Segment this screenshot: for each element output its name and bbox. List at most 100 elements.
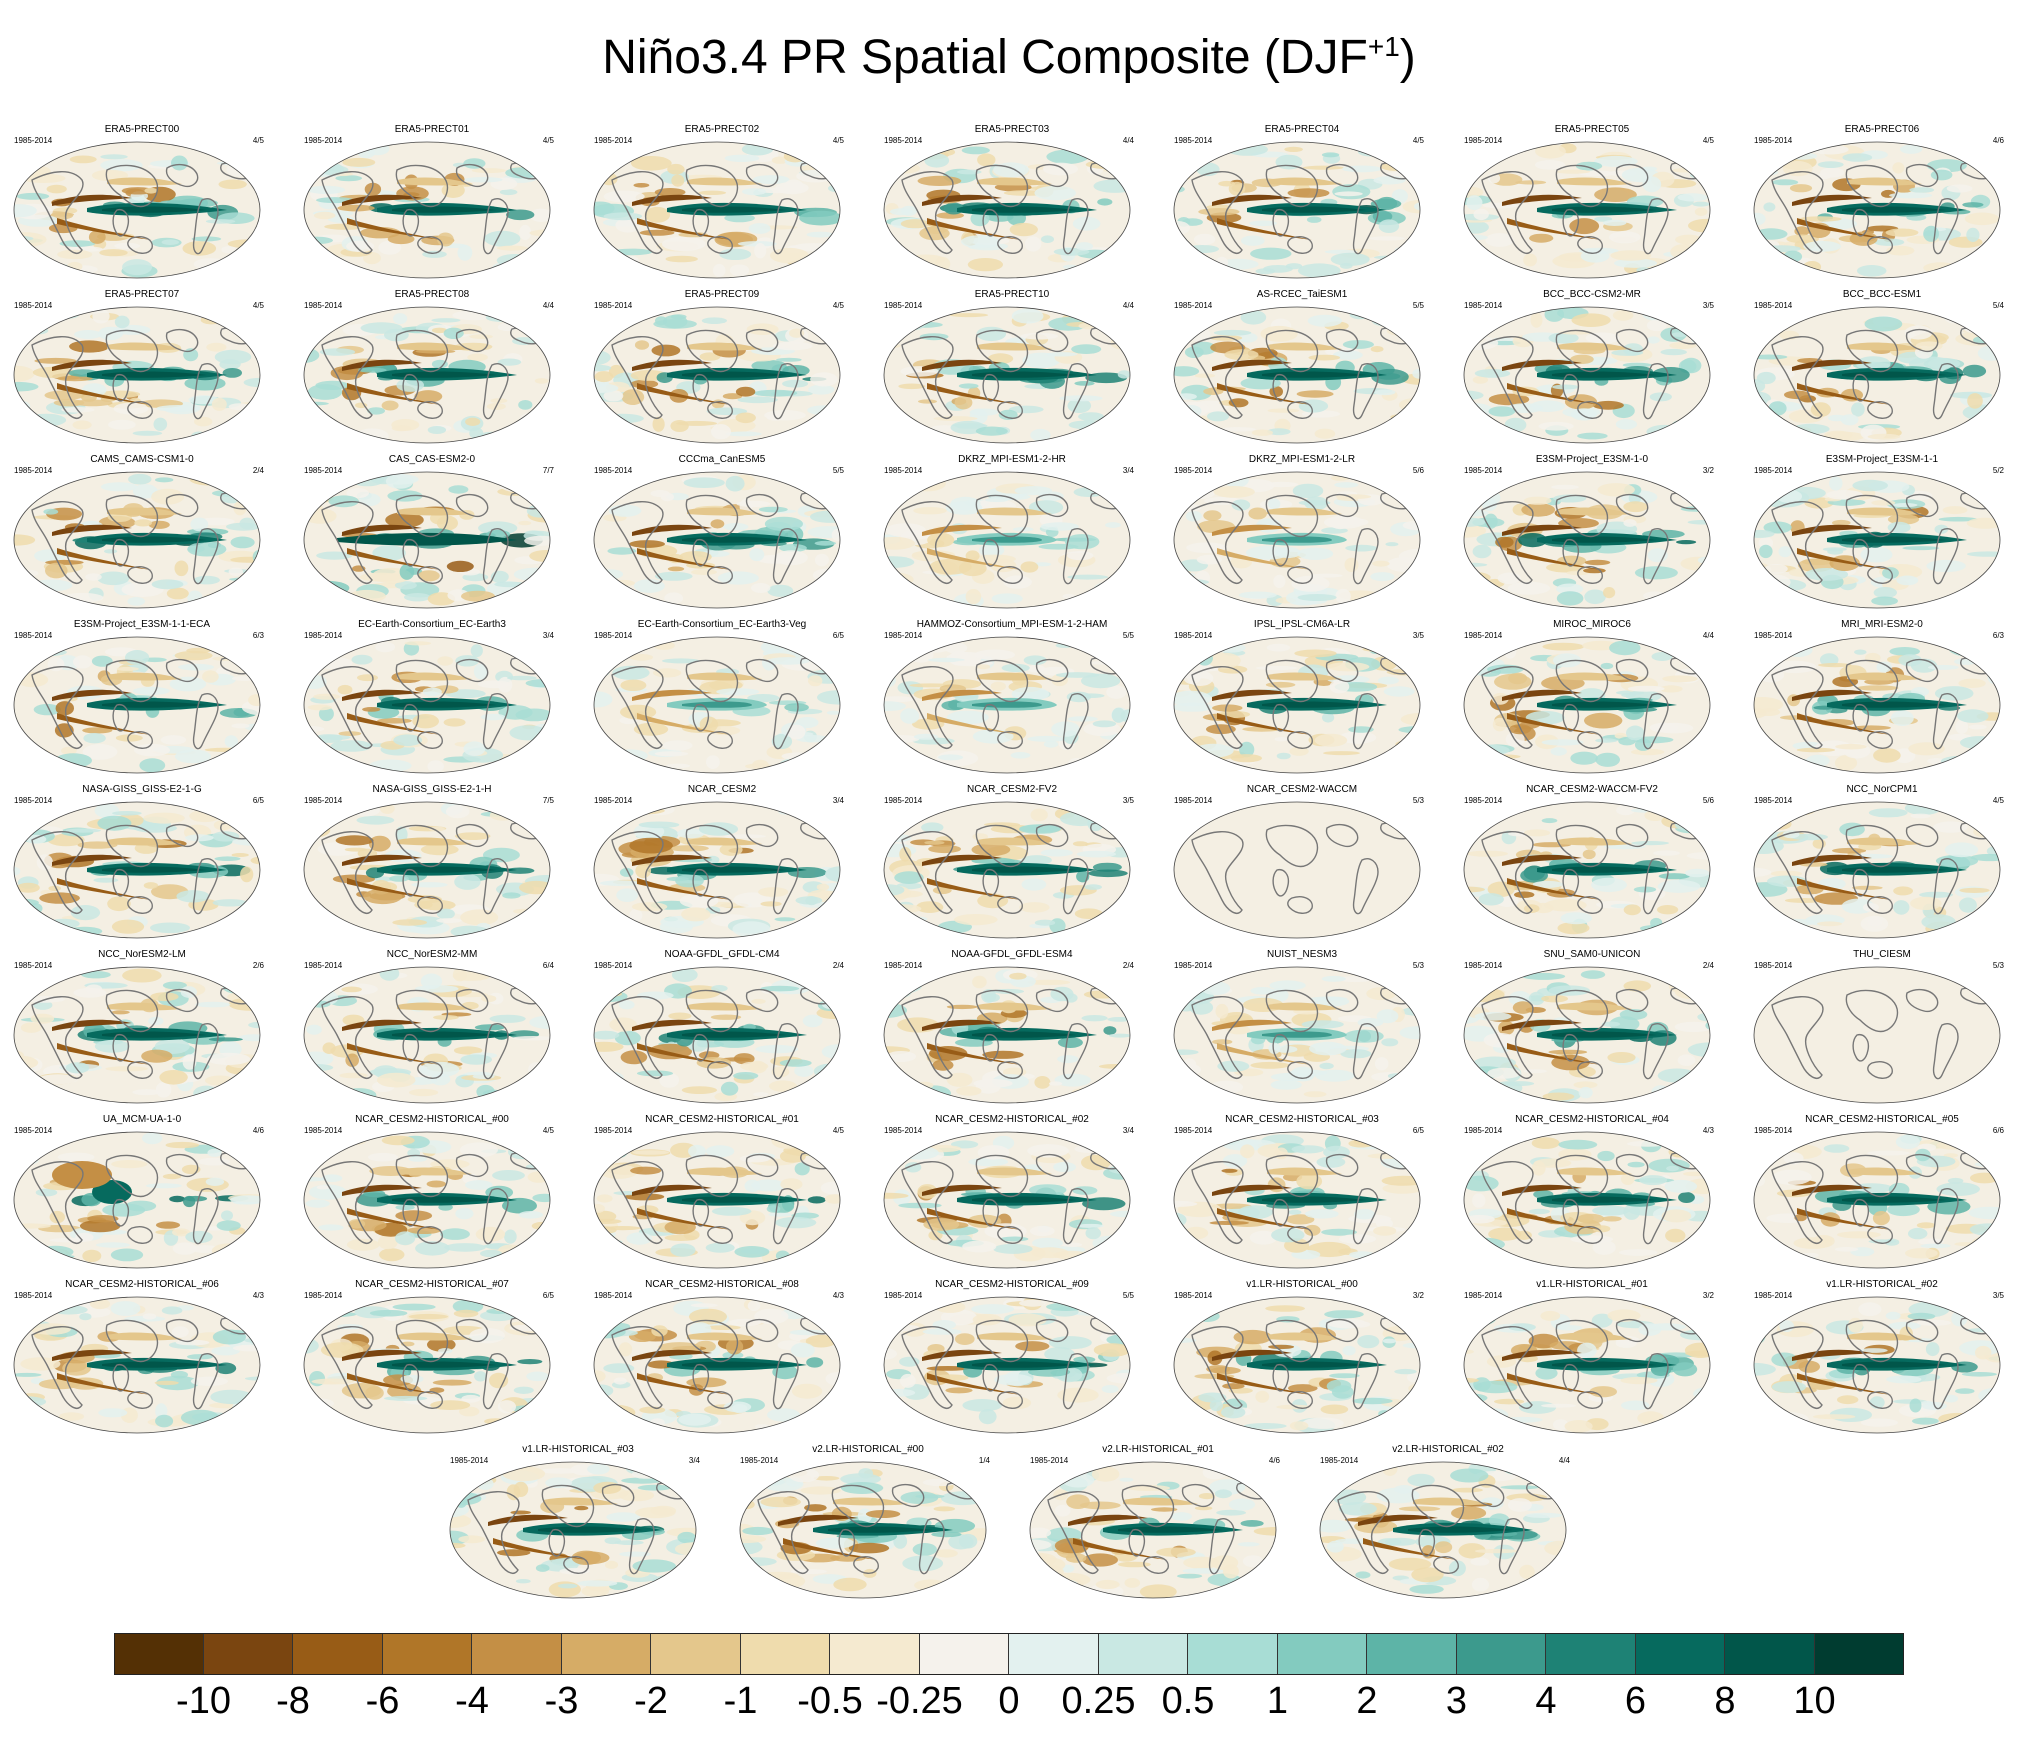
map-field	[594, 1132, 840, 1268]
panel-period: 1985-2014	[1754, 136, 1793, 145]
panel-period: 1985-2014	[1320, 1456, 1359, 1465]
map-panel: NCAR_CESM2 1985-2014 3/4	[592, 784, 852, 944]
panel-title: NCAR_CESM2-FV2	[966, 784, 1058, 795]
map-plot	[303, 141, 551, 279]
map-field	[14, 1297, 260, 1433]
map-panel: ERA5-PRECT02 1985-2014 4/5	[592, 124, 852, 284]
panel-title: E3SM-Project_E3SM-1-1-ECA	[73, 619, 211, 630]
map-field	[1754, 1297, 2000, 1433]
map-field	[1754, 967, 2000, 1103]
panel-period: 1985-2014	[594, 136, 633, 145]
map-field	[14, 637, 260, 773]
panel-count: 6/5	[252, 796, 264, 805]
colorbar-segment	[1546, 1633, 1636, 1675]
panel-count: 2/6	[252, 961, 264, 970]
panel-title: DKRZ_MPI-ESM1-2-HR	[958, 454, 1066, 465]
panel-period: 1985-2014	[884, 1126, 923, 1135]
panel-period: 1985-2014	[450, 1456, 489, 1465]
map-panel: ERA5-PRECT09 1985-2014 4/5	[592, 289, 852, 449]
map-plot	[1173, 1131, 1421, 1269]
map-plot	[883, 801, 1131, 939]
map-plot	[593, 1296, 841, 1434]
colorbar-tick-label: 8	[1714, 1680, 1736, 1722]
panel-count: 1/4	[978, 1456, 990, 1465]
map-panel: NCAR_CESM2-HISTORICAL_#09 1985-2014 5/5	[882, 1279, 1142, 1439]
panel-count: 6/5	[542, 1291, 554, 1300]
panel-count: 3/2	[1702, 466, 1714, 475]
map-field	[594, 802, 840, 938]
colorbar-tick-label: 2	[1356, 1680, 1378, 1722]
map-plot	[1463, 1131, 1711, 1269]
panel-count: 4/5	[542, 136, 554, 145]
panel-count: 5/3	[1412, 796, 1424, 805]
panel-count: 4/5	[832, 301, 844, 310]
panel-count: 5/4	[1992, 301, 2004, 310]
panel-count: 3/4	[1122, 466, 1134, 475]
panel-title: NCAR_CESM2-HISTORICAL_#01	[645, 1114, 799, 1125]
map-field	[1464, 1132, 1710, 1268]
map-plot	[1753, 141, 2001, 279]
colorbar-tick-label: 3	[1445, 1680, 1468, 1722]
panel-title: AS-RCEC_TaiESM1	[1256, 289, 1348, 300]
colorbar-segment	[1188, 1633, 1278, 1675]
panel-title: v2.LR-HISTORICAL_#01	[1102, 1444, 1214, 1455]
panel-title: NCAR_CESM2-HISTORICAL_#09	[935, 1279, 1089, 1290]
map-field	[1464, 142, 1710, 278]
panel-title: NCAR_CESM2	[687, 784, 757, 795]
panel-count: 4/3	[1702, 1126, 1714, 1135]
map-panel: NASA-GISS_GISS-E2-1-H 1985-2014 7/5	[302, 784, 562, 944]
panel-period: 1985-2014	[594, 466, 633, 475]
panel-title: MIROC_MIROC6	[1553, 619, 1631, 630]
panel-count: 3/5	[1122, 796, 1134, 805]
panel-title: THU_CIESM	[1853, 949, 1911, 960]
map-field	[14, 802, 260, 938]
map-field	[594, 142, 840, 278]
colorbar-tick-label: -10	[176, 1680, 231, 1722]
map-plot	[1463, 1296, 1711, 1434]
colorbar-segment	[919, 1633, 1009, 1675]
panel-period: 1985-2014	[304, 796, 343, 805]
map-plot	[1173, 636, 1421, 774]
panel-count: 4/5	[1992, 796, 2004, 805]
panel-period: 1985-2014	[1464, 1126, 1503, 1135]
map-field	[1464, 307, 1710, 443]
panel-title: EC-Earth-Consortium_EC-Earth3-Veg	[637, 619, 807, 630]
map-plot	[13, 801, 261, 939]
map-field	[884, 637, 1130, 773]
panel-title: ERA5-PRECT01	[394, 124, 470, 135]
panel-period: 1985-2014	[1464, 796, 1503, 805]
panel-period: 1985-2014	[1464, 466, 1503, 475]
panel-period: 1985-2014	[884, 466, 923, 475]
panel-count: 5/6	[1412, 466, 1424, 475]
panel-title: NCAR_CESM2-HISTORICAL_#08	[645, 1279, 799, 1290]
title-superscript: +1	[1367, 31, 1400, 62]
map-panel: NCAR_CESM2-HISTORICAL_#03 1985-2014 6/5	[1172, 1114, 1432, 1274]
panel-count: 4/6	[252, 1126, 264, 1135]
panel-title: CCCma_CanESM5	[678, 454, 766, 465]
map-field	[594, 1297, 840, 1433]
panel-period: 1985-2014	[1754, 301, 1793, 310]
map-field	[884, 307, 1130, 443]
map-plot	[1319, 1461, 1567, 1599]
map-panel: NCAR_CESM2-HISTORICAL_#08 1985-2014 4/3	[592, 1279, 852, 1439]
map-panel: ERA5-PRECT05 1985-2014 4/5	[1462, 124, 1722, 284]
chart-title: Niño3.4 PR Spatial Composite (DJF+1)	[0, 30, 2018, 85]
map-field	[304, 967, 550, 1103]
panel-title: NOAA-GFDL_GFDL-ESM4	[951, 949, 1073, 960]
colorbar-tick-label: 6	[1624, 1680, 1647, 1722]
panel-period: 1985-2014	[1174, 466, 1213, 475]
panel-title: ERA5-PRECT09	[684, 289, 760, 300]
colorbar-segment	[830, 1633, 920, 1675]
map-plot	[1753, 1131, 2001, 1269]
panel-title: NCAR_CESM2-HISTORICAL_#00	[355, 1114, 509, 1125]
map-field	[594, 472, 840, 608]
map-plot	[593, 471, 841, 609]
map-panel: E3SM-Project_E3SM-1-1-ECA 1985-2014 6/3	[12, 619, 272, 779]
map-field	[884, 967, 1130, 1103]
panel-period: 1985-2014	[1174, 1126, 1213, 1135]
map-field	[304, 142, 550, 278]
map-panel: NCAR_CESM2-HISTORICAL_#00 1985-2014 4/5	[302, 1114, 562, 1274]
map-plot	[1753, 801, 2001, 939]
colorbar-tick-label: -3	[544, 1680, 579, 1722]
panel-count: 6/5	[1412, 1126, 1424, 1135]
